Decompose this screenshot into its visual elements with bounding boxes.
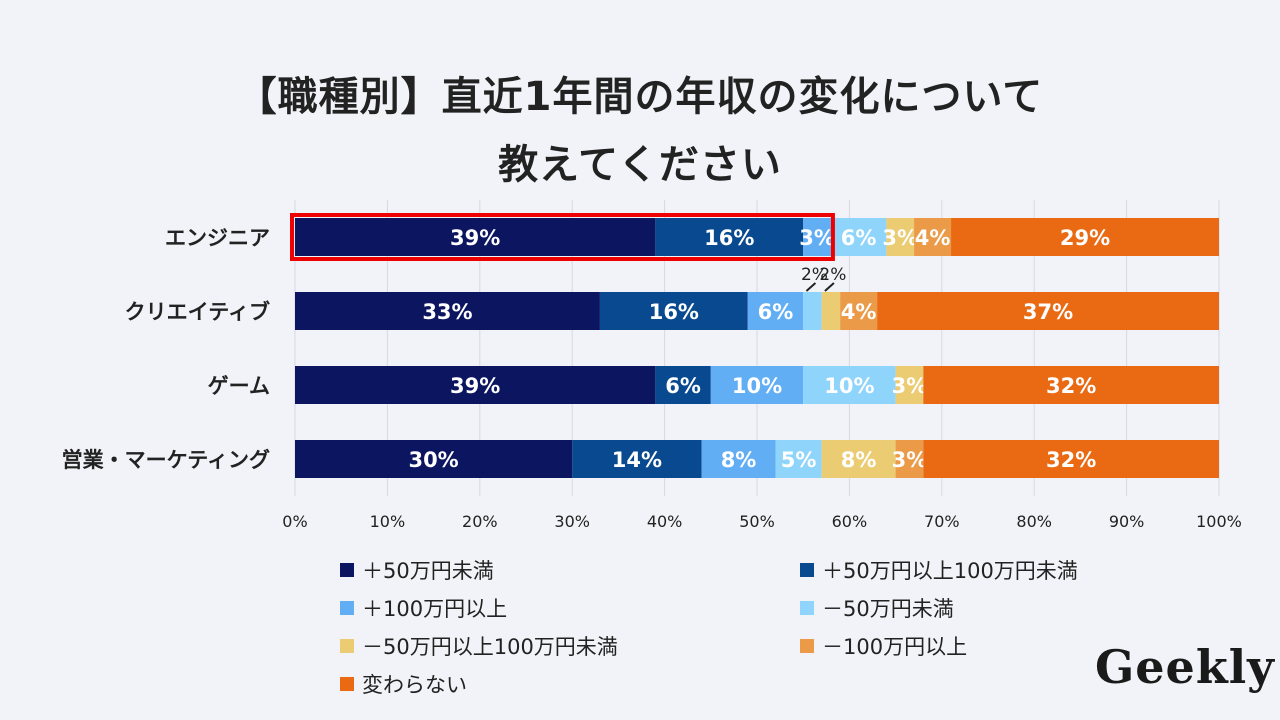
bar-segment [295,440,573,478]
bar-segment [572,440,702,478]
chart-title-line2: 教えてください [498,142,782,188]
geekly-logo: Geekly [1095,640,1275,694]
bar-segment [655,218,804,256]
bar-segment [775,440,822,478]
data-label: 29% [1060,226,1110,250]
category-label: 営業・マーケティング [62,448,270,472]
legend-label: －100万円以上 [822,635,968,659]
data-label: 3% [892,448,928,472]
bar-segment [803,292,822,330]
bar-segment [840,292,878,330]
callout-leader [824,282,835,292]
data-label: 8% [721,448,757,472]
data-label: 10% [824,374,874,398]
legend-label: 変わらない [362,673,467,697]
bar-segment [821,292,841,330]
bar-segment [295,292,600,330]
category-label: ゲーム [208,374,270,398]
x-tick-label: 60% [832,512,868,531]
highlight-box [290,213,835,261]
bar-segment [803,218,831,256]
bar-segment [295,366,656,404]
x-tick-label: 10% [370,512,406,531]
legend-item: －50万円以上100万円未満 [340,632,800,660]
x-tick-label: 40% [647,512,683,531]
data-label: 32% [1046,374,1096,398]
category-label: クリエイティブ [125,300,270,324]
data-label: 10% [732,374,782,398]
legend-swatch [340,563,354,577]
x-tick-label: 100% [1196,512,1242,531]
x-tick-label: 80% [1016,512,1052,531]
data-label: 32% [1046,448,1096,472]
bar-segment [923,440,1219,478]
data-label: 16% [704,226,754,250]
bar-segment [877,292,1219,330]
legend-item: －100万円以上 [800,632,1140,660]
legend-label: ＋100万円以上 [362,597,508,621]
bar-segment [951,218,1219,256]
data-label: 6% [841,226,877,250]
legend-item: －50万円未満 [800,594,1140,622]
legend-swatch [800,601,814,615]
bar-segment [830,218,887,256]
bar-segment [923,366,1219,404]
legend-item: 変わらない [340,670,800,698]
legend-swatch [340,677,354,691]
data-label: 39% [450,374,500,398]
data-label: 3% [799,226,835,250]
bar-segment [701,440,776,478]
x-tick-label: 50% [739,512,775,531]
legend-item: ＋50万円以上100万円未満 [800,556,1140,584]
data-label: 39% [450,226,500,250]
legend-label: ＋50万円未満 [362,559,494,583]
bar-segment [655,366,711,404]
legend-swatch [340,601,354,615]
data-label: 14% [612,448,662,472]
bar-segment [895,366,924,404]
legend-label: ＋50万円以上100万円未満 [822,559,1078,583]
legend-item: ＋100万円以上 [340,594,800,622]
x-tick-label: 30% [554,512,590,531]
stacked-bar-chart: 0% 10% 20% 30% 40% 50% 60% 70% 80% 90% 100% エンジニアクリ… [62,200,1242,531]
legend-item: ＋50万円未満 [340,556,800,584]
bar-segment [886,218,915,256]
data-label: 8% [841,448,877,472]
data-label: 6% [758,300,794,324]
legend-swatch [340,639,354,653]
bar-segment [821,440,896,478]
x-tick-label: 90% [1109,512,1145,531]
legend-label: －50万円未満 [822,597,954,621]
data-label: 6% [665,374,701,398]
legend-swatch [800,563,814,577]
data-label: 4% [915,226,951,250]
data-label: 4% [841,300,877,324]
bar-segment [747,292,804,330]
data-label: 3% [892,374,928,398]
data-label: 5% [781,448,817,472]
callout-leader [805,282,817,292]
bar-segment [914,218,952,256]
chart-legend: ＋50万円未満 ＋50万円以上100万円未満 ＋100万円以上 －50万円未満 －50万… [340,556,1140,698]
data-label: 33% [422,300,472,324]
x-tick-label: 70% [924,512,960,531]
bar-segment [295,218,656,256]
x-tick-label: 20% [462,512,498,531]
bar-segment [803,366,896,404]
bar-segment [895,440,924,478]
data-label: 30% [408,448,458,472]
bar-segment [599,292,748,330]
callout-label: 2% [801,265,828,285]
legend-swatch [800,639,814,653]
chart-title-line1: 【職種別】直近1年間の年収の変化について [236,74,1044,120]
x-tick-label: 0% [282,512,307,531]
category-label: エンジニア [165,226,270,250]
data-label: 37% [1023,300,1073,324]
bar-segment [710,366,804,404]
data-label: 3% [882,226,918,250]
callout-label: 2% [819,265,846,285]
legend-label: －50万円以上100万円未満 [362,635,618,659]
data-label: 16% [649,300,699,324]
